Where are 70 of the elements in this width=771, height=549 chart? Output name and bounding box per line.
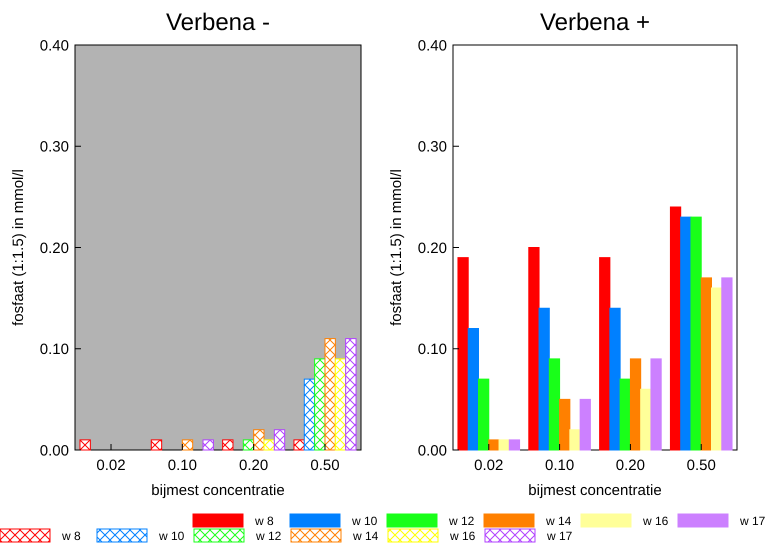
y-tick-label: 0.40 xyxy=(418,37,447,54)
legend-label: w 17 xyxy=(739,514,766,528)
chart-title: Verbena - xyxy=(166,9,270,36)
y-tick-label: 0.40 xyxy=(40,37,69,54)
legend-label: w 8 xyxy=(61,529,81,543)
x-axis-title: bijmest concentratie xyxy=(151,482,285,499)
bar xyxy=(79,439,91,450)
x-tick-label: 0.50 xyxy=(310,457,340,474)
y-tick-label: 0.20 xyxy=(40,240,69,257)
legend-label: w 12 xyxy=(255,529,282,543)
legend-label: w 10 xyxy=(351,514,378,528)
x-tick-label: 0.02 xyxy=(96,457,126,474)
bar xyxy=(274,429,286,450)
y-axis-title: fosfaat (1:1.5) in mmol/l xyxy=(388,169,405,326)
bar xyxy=(508,439,520,450)
chart-title: Verbena + xyxy=(540,9,650,36)
bar xyxy=(599,257,610,450)
x-tick-label: 0.10 xyxy=(168,457,197,474)
bar xyxy=(640,388,652,450)
legend-label: w 12 xyxy=(448,514,475,528)
bar xyxy=(314,358,326,450)
bar xyxy=(293,439,305,450)
legend-label: w 8 xyxy=(254,514,274,528)
bar xyxy=(498,439,510,450)
bar xyxy=(548,358,560,450)
x-tick-label: 0.02 xyxy=(474,457,504,474)
bar xyxy=(711,288,722,450)
bar xyxy=(609,308,621,450)
bar xyxy=(202,439,214,450)
legend-label: w 16 xyxy=(642,514,669,528)
y-tick-label: 0.30 xyxy=(40,138,69,156)
bar xyxy=(680,216,692,450)
bar xyxy=(150,439,162,450)
x-axis-title: bijmest concentratie xyxy=(528,482,662,499)
y-tick-label: 0.00 xyxy=(40,442,69,460)
legend-label: w 14 xyxy=(352,529,379,543)
bar xyxy=(620,378,631,450)
bar xyxy=(457,257,469,450)
bar xyxy=(650,358,662,450)
bar xyxy=(345,338,357,450)
bar xyxy=(538,308,550,450)
bar xyxy=(324,338,336,450)
bar xyxy=(222,439,234,450)
legend-label: w 17 xyxy=(546,529,573,543)
y-tick-label: 0.10 xyxy=(418,341,447,358)
bar xyxy=(700,277,712,450)
legend-label: w 10 xyxy=(158,529,185,543)
y-tick-label: 0.00 xyxy=(418,442,447,460)
bar xyxy=(264,439,275,450)
y-tick-label: 0.10 xyxy=(40,341,69,358)
x-tick-label: 0.50 xyxy=(686,457,716,474)
x-tick-label: 0.10 xyxy=(544,457,574,474)
bar xyxy=(182,439,194,450)
bar xyxy=(528,247,540,450)
legend-label: w 14 xyxy=(545,514,572,528)
bar xyxy=(721,277,733,450)
bar xyxy=(478,378,490,450)
bar xyxy=(559,398,570,450)
x-tick-label: 0.20 xyxy=(616,457,646,474)
bar xyxy=(253,429,265,450)
y-tick-label: 0.20 xyxy=(418,240,447,257)
bar xyxy=(242,439,254,450)
x-tick-label: 0.20 xyxy=(239,457,268,474)
bar xyxy=(690,216,702,450)
y-tick-label: 0.30 xyxy=(418,138,447,156)
y-axis-title: fosfaat (1:1.5) in mmol/l xyxy=(10,169,27,326)
bar xyxy=(580,398,591,450)
bar xyxy=(630,358,642,450)
bar xyxy=(468,328,479,450)
legend-label: w 16 xyxy=(449,529,476,543)
